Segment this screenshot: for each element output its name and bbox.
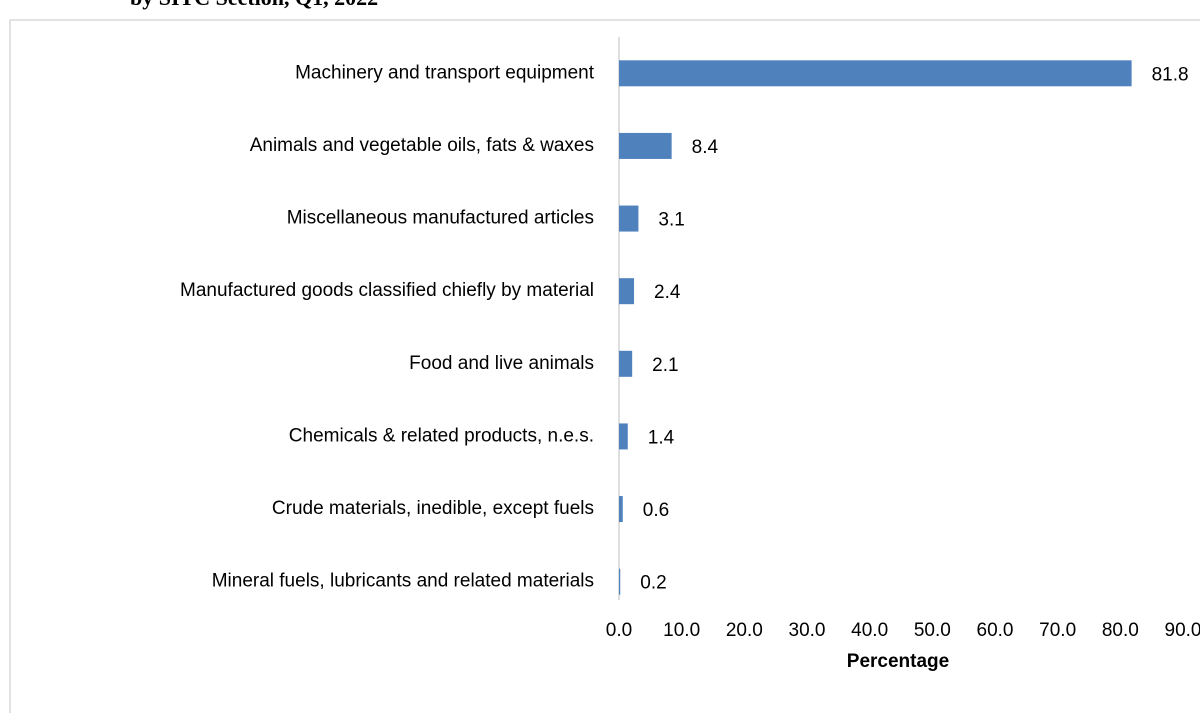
value-label: 2.1 (652, 355, 678, 376)
value-label: 81.8 (1152, 64, 1189, 85)
y-tick-label: Machinery and transport equipment (295, 62, 595, 83)
value-label: 0.6 (643, 500, 669, 521)
bar (619, 496, 623, 523)
x-tick-label: 90.0 (1165, 620, 1200, 641)
value-label: 1.4 (648, 427, 675, 448)
value-label: 2.4 (654, 282, 681, 303)
y-tick-label: Food and live animals (409, 353, 594, 374)
bar (619, 568, 621, 595)
bar (619, 423, 628, 450)
y-tick-label: Animals and vegetable oils, fats & waxes (250, 135, 594, 156)
bar (619, 132, 672, 159)
bar (619, 205, 639, 232)
x-tick-label: 70.0 (1039, 620, 1076, 641)
y-tick-label: Manufactured goods classified chiefly by… (180, 280, 594, 301)
x-axis-label: Percentage (847, 651, 949, 672)
chart-title: by SITC Section, Q1, 2022 (130, 0, 378, 10)
y-tick-label: Chemicals & related products, n.e.s. (289, 425, 594, 446)
x-tick-label: 60.0 (977, 620, 1014, 641)
bar (619, 350, 633, 377)
x-tick-label: 40.0 (851, 620, 888, 641)
x-tick-label: 20.0 (726, 620, 763, 641)
bar (619, 60, 1132, 87)
y-tick-label: Miscellaneous manufactured articles (287, 208, 594, 229)
x-tick-label: 0.0 (606, 620, 632, 641)
chart-frame (9, 19, 1200, 713)
value-label: 8.4 (692, 137, 719, 158)
bar (619, 278, 635, 305)
x-tick-label: 80.0 (1102, 620, 1139, 641)
y-tick-label: Mineral fuels, lubricants and related ma… (212, 571, 594, 592)
x-tick-label: 50.0 (914, 620, 951, 641)
x-tick-label: 10.0 (663, 620, 700, 641)
value-label: 3.1 (658, 210, 684, 231)
value-label: 0.2 (640, 573, 666, 594)
y-tick-label: Crude materials, inedible, except fuels (272, 498, 594, 519)
x-tick-label: 30.0 (789, 620, 826, 641)
